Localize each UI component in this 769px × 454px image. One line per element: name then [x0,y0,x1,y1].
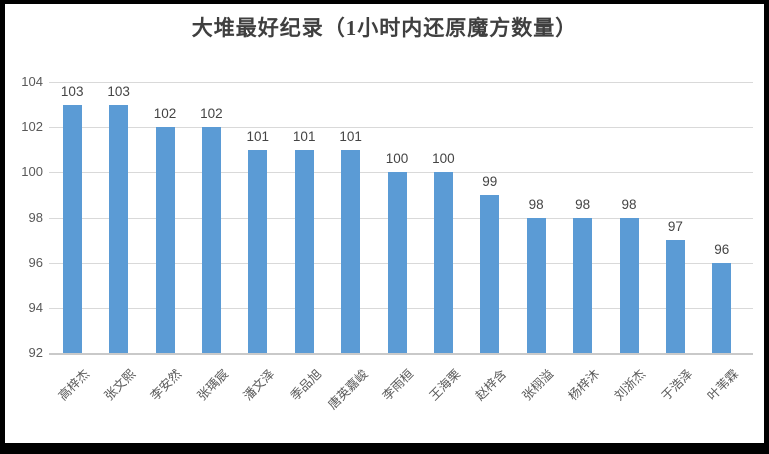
x-axis-category-label: 唐英嘉峻 [325,366,371,413]
bar [480,194,500,353]
bar-value-label: 100 [432,151,455,167]
bar [433,172,453,353]
x-axis-category-label: 高梓杰 [55,366,92,404]
chart-title: 大堆最好纪录（1小时内还原魔方数量） [191,16,578,40]
bar-value-label: 98 [528,196,544,212]
x-axis-category-label: 张文熙 [101,366,139,404]
y-axis-tick-label: 104 [21,74,43,89]
bar-value-label: 96 [714,241,730,257]
gridline [49,353,753,355]
x-axis-category-label: 张瑀宸 [194,366,232,404]
bar-value-label: 101 [246,128,270,144]
x-axis-category-label: 杨梓沐 [565,366,603,404]
bar [712,262,732,353]
bar [294,149,314,353]
x-axis-category-label: 季品旭 [287,366,324,404]
y-axis-tick-label: 100 [21,164,43,180]
bar-value-label: 101 [292,128,316,144]
bar [109,104,129,353]
bar-chart: 大堆最好纪录（1小时内还原魔方数量） 92 94 96 98 100 102 104 103 高… [5,4,764,443]
bar-value-label: 103 [60,83,84,99]
bar-value-label: 99 [482,173,498,189]
bar [665,240,685,353]
y-axis-tick-label: 102 [21,119,43,135]
bar-value-label: 102 [153,106,177,122]
bar [573,217,593,353]
bar-value-label: 100 [385,151,409,167]
x-axis-category-label: 刘浙杰 [612,366,649,404]
bar [248,149,268,353]
bar-value-label: 103 [107,83,130,99]
x-axis-category-label: 李雨桓 [380,366,417,404]
bar [619,217,639,353]
x-axis-category-label: 叶苇霖 [705,366,742,404]
bar [526,217,546,353]
bar-value-label: 98 [575,196,591,212]
gridline [49,82,753,83]
y-axis-tick-label: 94 [28,299,43,315]
y-axis-tick-label: 98 [28,209,43,225]
y-axis-tick-label: 96 [28,254,43,270]
bar [201,127,221,353]
bar-value-label: 98 [621,196,637,212]
x-axis-category-label: 赵梓含 [473,366,510,404]
bar-value-label: 101 [339,128,362,144]
x-axis-category-label: 张栩溢 [519,366,556,404]
bar [387,172,407,353]
x-axis-category-label: 王海栗 [426,366,464,404]
plot-area: 92 94 96 98 100 102 104 103 高梓杰 103 张文熙 102 李安然 102 张瑀… [5,4,764,443]
gridline [49,127,753,129]
x-axis-category-label: 李安然 [148,366,185,404]
x-axis-category-label: 于浩泽 [658,366,696,404]
bar [62,104,82,353]
bar [155,127,175,353]
y-axis-tick-label: 92 [28,345,43,360]
bar-value-label: 102 [200,106,223,122]
bar [341,149,361,353]
x-axis-category-label: 潘文泽 [241,366,278,404]
bar-value-label: 97 [667,219,683,235]
